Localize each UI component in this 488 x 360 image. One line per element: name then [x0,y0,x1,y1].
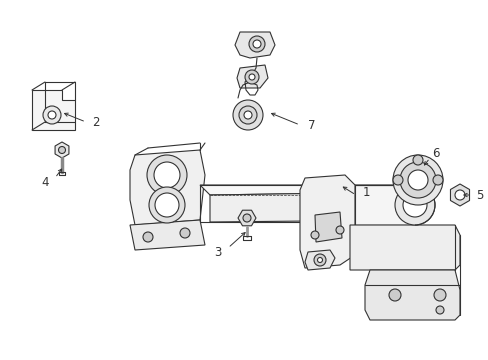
Circle shape [142,232,153,242]
Circle shape [412,155,422,165]
Circle shape [244,111,251,119]
Text: 3: 3 [214,246,221,258]
Circle shape [399,162,435,198]
Polygon shape [32,90,75,130]
Circle shape [317,257,322,262]
Circle shape [435,306,443,314]
Polygon shape [130,220,204,250]
Circle shape [43,106,61,124]
Polygon shape [237,65,267,88]
Polygon shape [200,185,409,195]
Text: 6: 6 [431,147,439,159]
Text: 7: 7 [307,118,315,131]
Circle shape [239,106,257,124]
Text: 5: 5 [475,189,483,202]
Polygon shape [449,184,468,206]
Circle shape [180,228,190,238]
Circle shape [402,193,426,217]
Text: 4: 4 [41,176,49,189]
Circle shape [388,289,400,301]
Circle shape [432,175,442,185]
Polygon shape [314,212,341,242]
Circle shape [244,70,259,84]
Circle shape [454,190,464,200]
Circle shape [394,185,434,225]
Circle shape [48,111,56,119]
Circle shape [155,193,179,217]
Polygon shape [209,192,409,222]
Circle shape [243,214,250,222]
Text: 2: 2 [92,116,100,129]
Polygon shape [364,270,459,320]
Text: 1: 1 [362,185,369,198]
Circle shape [433,289,445,301]
Circle shape [232,100,263,130]
Circle shape [313,254,325,266]
Circle shape [149,187,184,223]
Circle shape [335,226,343,234]
Circle shape [154,162,180,188]
Circle shape [248,74,254,80]
Circle shape [392,175,402,185]
Circle shape [59,147,65,153]
Polygon shape [305,250,334,270]
Circle shape [310,231,318,239]
Circle shape [392,155,442,205]
Polygon shape [354,185,414,225]
Polygon shape [299,175,354,268]
Circle shape [407,170,427,190]
Circle shape [147,155,186,195]
Polygon shape [235,32,274,58]
Polygon shape [238,210,256,226]
Circle shape [252,40,261,48]
Polygon shape [349,225,459,270]
Polygon shape [130,150,204,225]
Polygon shape [55,142,69,158]
Circle shape [248,36,264,52]
